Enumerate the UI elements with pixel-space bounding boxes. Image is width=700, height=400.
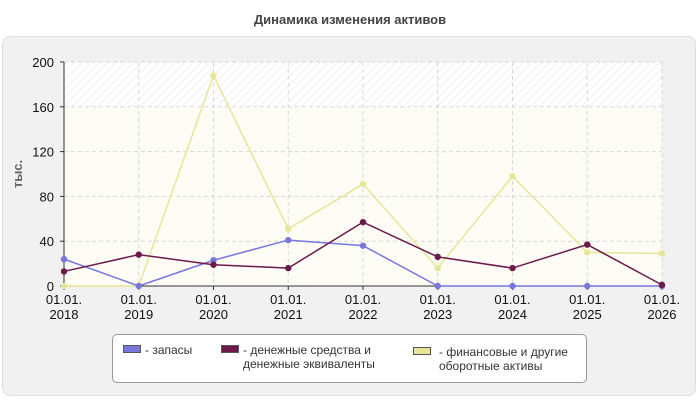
data-point xyxy=(135,282,142,290)
x-tick-label-line: 01.01. xyxy=(121,292,157,307)
data-point xyxy=(60,255,68,263)
y-tick-label: 40 xyxy=(40,234,54,249)
legend-label-line: - денежные средства и xyxy=(243,343,371,357)
x-tick-label-line: 2025 xyxy=(573,307,602,322)
data-point xyxy=(658,250,666,257)
x-tick-label-line: 01.01. xyxy=(569,292,605,307)
x-tick-label: 01.01. 2018 xyxy=(46,292,82,322)
data-point xyxy=(285,264,292,272)
data-point xyxy=(658,281,666,289)
x-tick-label-line: 2023 xyxy=(423,307,452,322)
data-point xyxy=(285,236,292,244)
legend-label: - запасы xyxy=(145,343,193,357)
y-tick-label: 200 xyxy=(32,55,54,70)
y-tick-label: 80 xyxy=(40,189,54,204)
x-tick-label-line: 2024 xyxy=(498,307,527,322)
x-tick-label-line: 2026 xyxy=(648,307,677,322)
legend-label: - денежные средства и денежные эквивален… xyxy=(243,343,375,371)
data-point xyxy=(135,251,142,258)
data-point xyxy=(60,282,68,290)
x-tick-label-line: 2021 xyxy=(274,307,303,322)
data-point xyxy=(359,218,367,226)
x-tick-label: 01.01. 2025 xyxy=(569,292,605,322)
legend-swatch xyxy=(221,345,239,353)
x-tick-label-line: 01.01. xyxy=(46,292,82,307)
y-tick-label: 0 xyxy=(47,279,54,294)
data-point xyxy=(584,282,591,290)
x-tick-label-line: 2022 xyxy=(349,307,378,322)
grid xyxy=(64,61,663,286)
data-point xyxy=(359,242,367,249)
data-point xyxy=(509,264,516,272)
y-tick-label: 120 xyxy=(32,145,54,160)
data-point xyxy=(434,253,441,261)
legend-label-line: - финансовые и другие xyxy=(439,345,568,359)
x-tick-label-line: 2020 xyxy=(199,307,228,322)
data-point xyxy=(584,241,591,248)
x-tick-label: 01.01. 2024 xyxy=(494,292,530,322)
x-tick-label: 01.01. 2022 xyxy=(345,292,381,322)
x-tick-label-line: 01.01. xyxy=(270,292,306,307)
data-point xyxy=(210,261,217,268)
data-point xyxy=(210,72,217,79)
legend-label-line: денежные эквиваленты xyxy=(243,357,375,371)
x-tick-label-line: 2019 xyxy=(124,307,153,322)
data-point xyxy=(509,282,516,290)
data-point xyxy=(359,180,367,188)
legend-swatch xyxy=(413,347,431,355)
x-tick-label-line: 01.01. xyxy=(494,292,530,307)
x-tick-label-line: 01.01. xyxy=(420,292,456,307)
data-point xyxy=(210,257,217,264)
x-tick-label: 01.01. 2021 xyxy=(270,292,306,322)
legend-swatch xyxy=(123,345,141,353)
x-tick-label-line: 2018 xyxy=(50,307,79,322)
x-tick-label: 01.01. 2019 xyxy=(121,292,157,322)
x-tick-label-line: 01.01. xyxy=(345,292,381,307)
x-tick-label-line: 01.01. xyxy=(644,292,680,307)
x-tick-label: 01.01. 2020 xyxy=(195,292,231,322)
data-point xyxy=(434,264,441,272)
data-point xyxy=(434,282,441,290)
data-point xyxy=(60,268,68,275)
y-axis-label: тыс. xyxy=(10,160,25,188)
data-point xyxy=(509,173,516,180)
x-tick-label-line: 01.01. xyxy=(195,292,231,307)
chart-title: Динамика изменения активов xyxy=(253,12,447,27)
y-tick-label: 160 xyxy=(32,100,54,115)
data-point xyxy=(285,225,292,233)
data-point xyxy=(584,249,591,256)
x-tick-label: 01.01. 2023 xyxy=(420,292,456,322)
legend: - запасы - денежные средства и денежные … xyxy=(112,334,587,383)
legend-label-line: оборотные активы xyxy=(439,359,543,373)
series-lines xyxy=(60,72,666,290)
legend-label: - финансовые и другие оборотные активы xyxy=(439,345,568,373)
x-tick-label: 01.01. 2026 xyxy=(644,292,680,322)
